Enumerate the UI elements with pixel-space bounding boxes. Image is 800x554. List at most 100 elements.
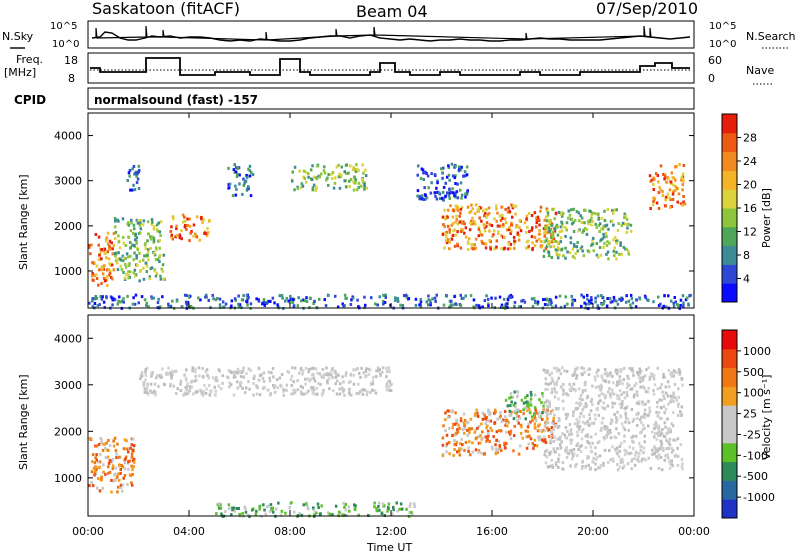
- echo-cell: [648, 377, 651, 381]
- echo-cell: [125, 439, 128, 443]
- echo-cell: [483, 223, 486, 227]
- echo-cell: [312, 376, 316, 380]
- echo-cell: [353, 507, 357, 511]
- echo-cell: [96, 486, 99, 490]
- echo-cell: [130, 481, 133, 485]
- echo-cell: [618, 389, 622, 393]
- echo-cell: [566, 393, 570, 397]
- echo-cell: [603, 241, 606, 245]
- echo-cell: [615, 208, 618, 212]
- echo-cell: [236, 371, 240, 375]
- echo-cell: [584, 302, 588, 306]
- echo-cell: [624, 214, 628, 218]
- echo-cell: [552, 440, 556, 443]
- echo-cell: [304, 382, 307, 386]
- echo-cell: [443, 225, 446, 229]
- echo-cell: [341, 390, 345, 394]
- echo-cell: [206, 373, 209, 377]
- echo-cell: [385, 366, 388, 370]
- echo-cell: [286, 370, 289, 373]
- echo-cell: [218, 303, 222, 307]
- echo-cell: [201, 367, 205, 371]
- echo-cell: [151, 220, 154, 224]
- echo-cell: [564, 436, 567, 440]
- echo-cell: [557, 256, 560, 260]
- echo-cell: [467, 449, 470, 453]
- echo-cell: [663, 294, 666, 298]
- echo-cell: [467, 241, 470, 245]
- echo-cell: [154, 258, 158, 262]
- echo-cell: [229, 371, 233, 374]
- echo-cell: [591, 441, 594, 445]
- echo-cell: [233, 297, 237, 301]
- echo-cell: [543, 249, 546, 253]
- echo-cell: [649, 207, 652, 210]
- echo-cell: [192, 234, 195, 238]
- echo-cell: [579, 214, 582, 218]
- echo-cell: [548, 240, 552, 244]
- xtick-label: 20:00: [577, 525, 609, 538]
- echo-cell: [557, 453, 561, 457]
- echo-cell: [139, 374, 143, 378]
- echo-cell: [130, 443, 134, 447]
- echo-cell: [102, 470, 105, 474]
- echo-cell: [357, 513, 360, 517]
- echo-cell: [483, 214, 486, 218]
- echo-cell: [96, 460, 100, 464]
- echo-cell: [294, 389, 297, 393]
- echo-cell: [269, 503, 273, 507]
- echo-cell: [500, 303, 504, 307]
- echo-cell: [88, 301, 91, 305]
- echo-cell: [517, 452, 521, 456]
- echo-cell: [549, 381, 553, 385]
- echo-cell: [195, 235, 199, 239]
- echo-cell: [388, 379, 391, 383]
- echo-cell: [576, 430, 579, 434]
- echo-cell: [516, 395, 519, 399]
- echo-cell: [185, 378, 188, 382]
- echo-cell: [311, 188, 314, 192]
- echo-cell: [602, 302, 605, 306]
- echo-cell: [500, 449, 503, 453]
- echo-cell: [373, 389, 376, 393]
- echo-cell: [263, 385, 266, 389]
- echo-cell: [152, 227, 156, 231]
- echo-cell: [544, 246, 548, 250]
- echo-cell: [116, 302, 119, 306]
- echo-cell: [557, 407, 560, 410]
- echo-cell: [543, 234, 546, 238]
- echo-cell: [565, 416, 568, 420]
- echo-cell: [271, 296, 275, 300]
- echo-cell: [546, 408, 549, 412]
- echo-cell: [449, 204, 452, 208]
- echo-cell: [252, 382, 255, 385]
- echo-cell: [672, 190, 675, 194]
- echo-cell: [558, 437, 562, 441]
- echo-cell: [514, 405, 517, 409]
- echo-cell: [130, 218, 133, 222]
- echo-cell: [427, 186, 430, 190]
- echo-cell: [416, 194, 419, 198]
- echo-cell: [318, 512, 322, 516]
- echo-cell: [596, 441, 600, 445]
- echo-cell: [453, 448, 456, 451]
- echo-cell: [361, 178, 364, 182]
- echo-cell: [594, 462, 597, 466]
- echo-cell: [269, 393, 272, 397]
- echo-cell: [95, 453, 98, 457]
- echo-cell: [354, 181, 357, 185]
- echo-cell: [334, 176, 337, 180]
- echo-cell: [190, 379, 194, 383]
- echo-cell: [96, 304, 99, 308]
- echo-cell: [235, 175, 239, 178]
- echo-cell: [654, 422, 658, 426]
- echo-cell: [526, 435, 529, 439]
- echo-cell: [557, 416, 561, 420]
- echo-cell: [98, 303, 101, 307]
- echo-cell: [385, 375, 388, 379]
- echo-cell: [152, 240, 155, 244]
- echo-cell: [546, 213, 550, 217]
- echo-cell: [638, 297, 642, 301]
- echo-cell: [244, 507, 247, 510]
- echo-cell: [544, 441, 548, 444]
